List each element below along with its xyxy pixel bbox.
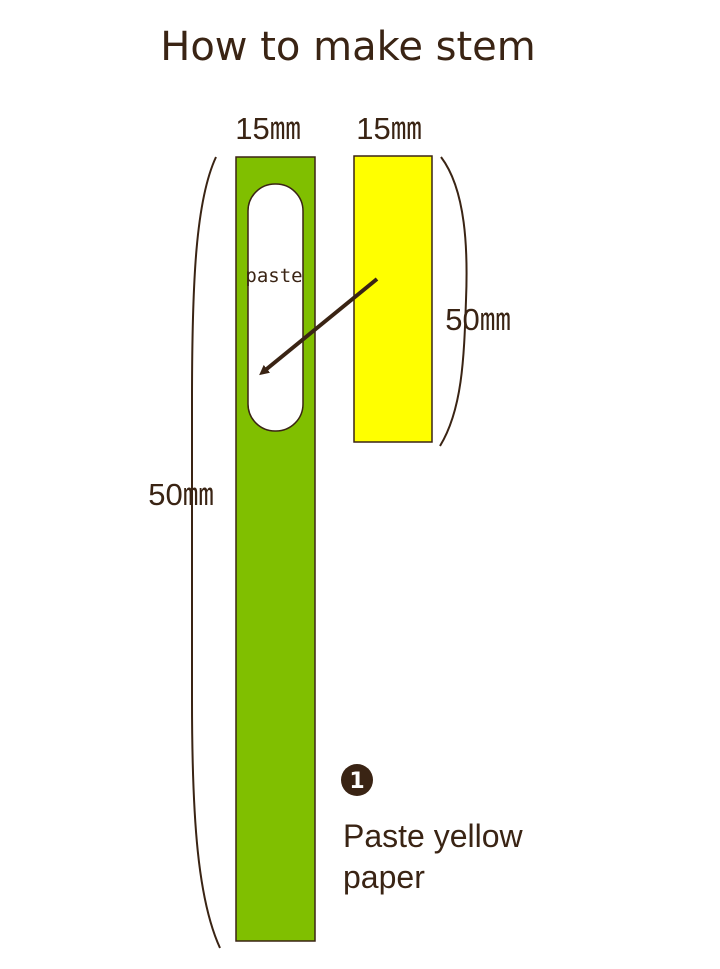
paste-label: paste [245, 265, 302, 287]
paste-area [247, 183, 304, 432]
green-strip-length-label: 50㎜ [148, 477, 213, 512]
yellow-strip-width-label: 15㎜ [356, 111, 421, 146]
step-number-badge [341, 764, 373, 796]
page-title: How to make stem [160, 24, 536, 70]
yellow-paper-strip [353, 155, 433, 443]
step-instruction-line1: Paste yellow [343, 818, 524, 854]
yellow-strip-length-label: 50㎜ [445, 302, 510, 337]
green-strip-width-label: 15㎜ [235, 111, 300, 146]
step-number: 1 [349, 769, 364, 794]
yellow-length-brace [439, 156, 468, 447]
arrow-icon [259, 277, 379, 376]
green-length-brace [191, 156, 221, 949]
step-instruction-line2: paper [343, 859, 425, 895]
